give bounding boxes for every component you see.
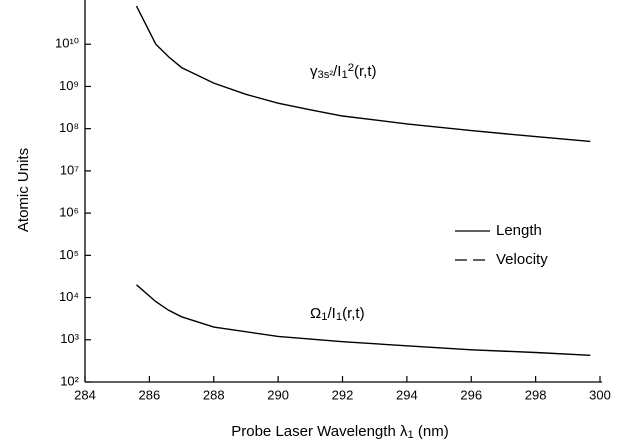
curve — [135, 5, 591, 143]
y-tick-label: 10¹⁰ — [55, 36, 79, 51]
x-tick-label: 286 — [139, 387, 161, 402]
x-tick-label: 284 — [74, 387, 96, 402]
x-axis-label-part: 1 — [407, 429, 413, 441]
annotation: γ3s²/I12(r,t) — [310, 62, 377, 81]
y-tick-label: 10⁴ — [59, 289, 79, 304]
annotation-part: γ — [310, 63, 318, 80]
curve — [136, 284, 591, 356]
y-tick-label: 10⁹ — [59, 78, 79, 93]
y-tick-label: 10² — [60, 373, 79, 388]
annotation: Ω1/I1(r,t) — [310, 305, 365, 323]
y-tick-label: 10⁶ — [59, 205, 79, 220]
annotation-part: Ω — [310, 305, 321, 322]
annotation-part: /I — [333, 63, 341, 80]
annotation-part: 2 — [348, 62, 354, 74]
x-tick-label: 290 — [267, 387, 289, 402]
y-tick-label: 10⁸ — [59, 120, 79, 135]
x-tick-label: 300 — [589, 387, 611, 402]
annotation-part: (r,t) — [342, 305, 365, 322]
x-tick-label: 296 — [460, 387, 482, 402]
x-tick-label: 298 — [525, 387, 547, 402]
x-tick-label: 288 — [203, 387, 225, 402]
y-tick-label: 10⁷ — [60, 162, 79, 177]
legend-label: Length — [496, 222, 542, 239]
x-axis-label-part: Probe Laser Wavelength λ — [231, 423, 408, 440]
annotation-part: 1 — [321, 311, 327, 323]
y-tick-label: 10⁵ — [59, 247, 79, 262]
legend-label: Velocity — [496, 251, 548, 268]
annotation-part: (r,t) — [354, 63, 377, 80]
x-axis-label: Probe Laser Wavelength λ1 (nm) — [231, 423, 448, 441]
annotation-part: 1 — [341, 69, 347, 81]
annotation-part: /I — [327, 305, 335, 322]
y-tick-label: 10³ — [60, 331, 79, 346]
x-tick-label: 294 — [396, 387, 418, 402]
annotation-part: 1 — [336, 311, 342, 323]
y-axis-label: Atomic Units — [15, 148, 32, 232]
annotation-part: 3s² — [318, 69, 334, 81]
x-tick-label: 292 — [332, 387, 354, 402]
x-axis-label-part: (nm) — [414, 423, 449, 440]
